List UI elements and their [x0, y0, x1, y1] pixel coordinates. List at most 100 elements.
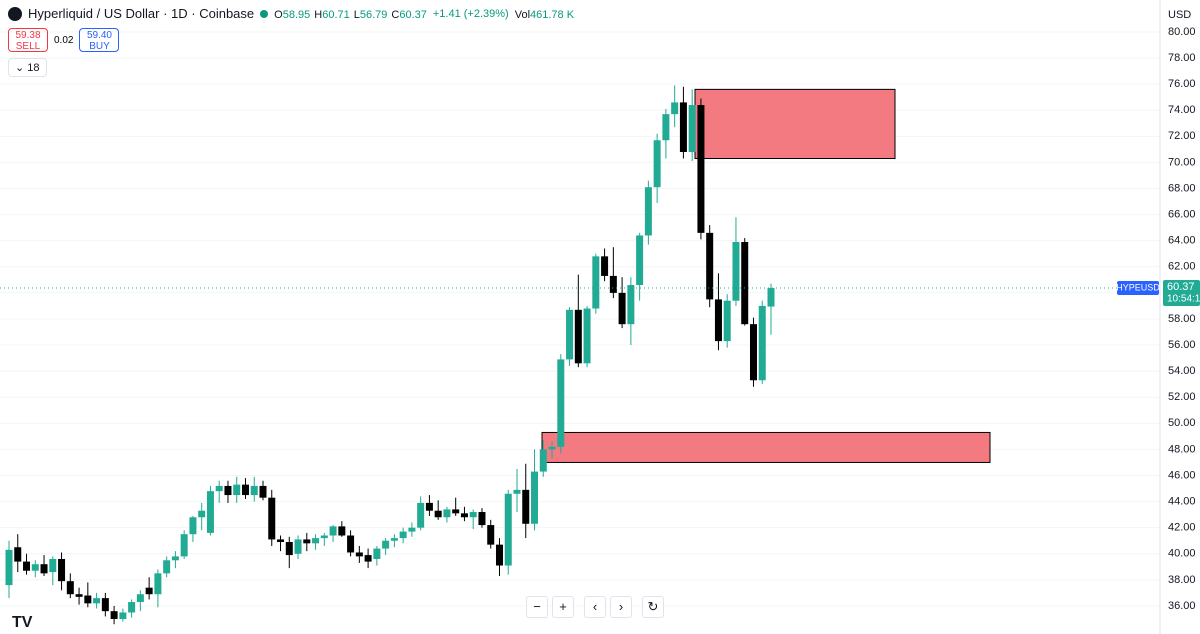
candle-body — [373, 548, 381, 559]
candle-body — [627, 285, 635, 325]
zoom-in[interactable]: + — [552, 596, 574, 618]
candle-body — [504, 493, 512, 566]
candle-body — [163, 560, 171, 574]
zoom-out[interactable]: − — [526, 596, 548, 618]
y-tick-label: 58.00 — [1168, 313, 1196, 325]
candle-body — [277, 539, 285, 543]
candle-body — [101, 598, 109, 612]
candle-body — [452, 509, 460, 514]
y-tick-label: 62.00 — [1168, 261, 1196, 273]
scroll-left[interactable]: ‹ — [584, 596, 606, 618]
y-tick-label: 42.00 — [1168, 522, 1196, 534]
change: +1.41 (+2.39%) — [432, 7, 509, 20]
buy-label: BUY — [89, 41, 110, 52]
candle-body — [531, 471, 539, 524]
candle-body — [714, 299, 722, 342]
spread: 0.02 — [54, 34, 74, 46]
sell-label: SELL — [15, 41, 41, 52]
symbol-title: Hyperliquid / US Dollar · 1D · Coinbase — [28, 6, 255, 21]
candle-body — [338, 526, 346, 536]
candle-body — [487, 525, 495, 545]
candle-body — [592, 256, 600, 309]
candle-body — [653, 140, 661, 188]
volume-label: Vol — [514, 9, 531, 21]
y-tick-label: 66.00 — [1168, 209, 1196, 221]
candle-body — [198, 510, 206, 518]
candle-body — [58, 558, 66, 582]
sell-button[interactable]: 59.38 SELL — [8, 28, 48, 52]
indicator-count: 18 — [27, 62, 40, 74]
candle-body — [443, 509, 451, 518]
buy-button[interactable]: 59.40 BUY — [79, 28, 120, 52]
symbol-badge-text: HYPEUSD — [1116, 282, 1160, 292]
y-tick-label: 54.00 — [1168, 365, 1196, 377]
indicators-toggle[interactable]: ⌄ 18 — [8, 58, 47, 77]
ohlc-label: C — [391, 9, 400, 21]
candle-body — [364, 555, 372, 562]
candle-body — [136, 594, 144, 603]
y-tick-label: 76.00 — [1168, 78, 1196, 90]
y-tick-label: 74.00 — [1168, 104, 1196, 116]
symbol-logo — [8, 6, 22, 21]
y-tick-label: 48.00 — [1168, 443, 1196, 455]
scroll-right[interactable]: › — [610, 596, 632, 618]
candle-body — [259, 485, 267, 498]
candle-body — [206, 491, 214, 533]
candle-body — [469, 512, 477, 518]
y-tick-label: 78.00 — [1168, 52, 1196, 64]
y-tick-label: 56.00 — [1168, 339, 1196, 351]
y-tick-label: 52.00 — [1168, 391, 1196, 403]
candle-body — [49, 558, 57, 573]
candle-body — [417, 502, 425, 528]
candle-body — [758, 305, 766, 381]
y-tick-label: 50.00 — [1168, 417, 1196, 429]
candle-body — [93, 598, 101, 604]
sell-price: 59.38 — [15, 30, 41, 41]
y-tick-label: 64.00 — [1168, 235, 1196, 247]
candle-body — [347, 535, 355, 553]
y-tick-label: 72.00 — [1168, 130, 1196, 142]
candle-body — [688, 105, 696, 152]
ohlc-label: H — [314, 9, 323, 21]
ohlc-value: 58.95 — [282, 9, 311, 21]
candle-body — [294, 539, 302, 554]
candle-body — [171, 556, 179, 561]
candle-body — [741, 241, 749, 325]
candle-body — [557, 359, 565, 447]
candle-body — [215, 485, 223, 492]
y-tick-label: 38.00 — [1168, 574, 1196, 586]
candle-body — [23, 561, 31, 571]
symbol-badge — [1117, 281, 1159, 296]
price-badge-timer: 10:54:1 — [1167, 294, 1200, 305]
candle-body — [644, 187, 652, 236]
candle-body — [128, 602, 136, 613]
candle-body — [513, 489, 521, 494]
candle-body — [329, 526, 337, 536]
candle-body — [460, 513, 468, 518]
candle-body — [119, 612, 127, 619]
candle-body — [268, 497, 276, 540]
legend: Hyperliquid / US Dollar · 1D · Coinbase … — [8, 6, 574, 21]
candle-body — [14, 547, 22, 562]
candle-body — [662, 114, 670, 141]
candle-body — [697, 105, 705, 233]
candle-body — [355, 552, 363, 557]
candle-body — [285, 542, 293, 556]
ohlc-value: 60.71 — [322, 9, 350, 21]
candle-body — [224, 485, 232, 496]
candle-body — [154, 573, 162, 595]
reset[interactable]: ↻ — [642, 596, 664, 618]
toolbar: − + ‹ › ↻ — [526, 596, 664, 618]
y-tick-label: 68.00 — [1168, 182, 1196, 194]
candle-body — [233, 484, 241, 496]
candle-body — [40, 564, 48, 574]
price-zone — [541, 431, 991, 463]
candle-body — [548, 446, 556, 450]
candle-body — [425, 502, 433, 511]
candle-body — [5, 549, 13, 586]
ohlc-label: L — [353, 9, 360, 21]
candle-body — [732, 241, 740, 301]
candle-body — [84, 595, 92, 604]
candle-body — [636, 235, 644, 286]
